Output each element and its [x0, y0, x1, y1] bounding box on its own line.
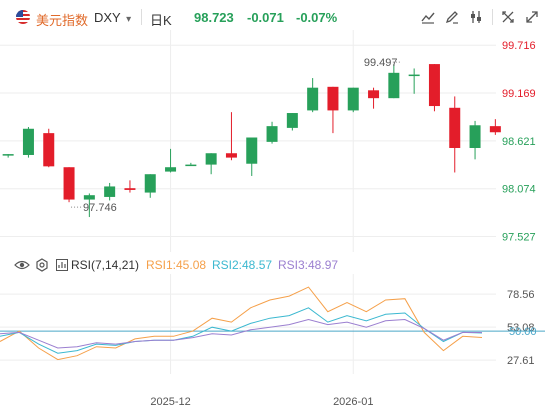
rsi3-value: RSI3:48.97 [278, 258, 339, 272]
y-tick-label: 98.621 [502, 136, 536, 148]
rsi1-value: RSI1:45.08 [146, 258, 207, 272]
candle[interactable] [428, 64, 440, 112]
candle[interactable] [368, 87, 380, 109]
candle-body [185, 164, 197, 167]
collapse-arrows-icon[interactable] [500, 9, 516, 25]
candle[interactable] [307, 78, 319, 113]
candle-body [2, 154, 14, 156]
eye-icon[interactable] [14, 258, 30, 272]
candle-body [124, 188, 136, 190]
min-price-label: 97.746 [83, 202, 117, 214]
chart-header: 美元指数 DXY ▾ 日K 98.723 -0.071 -0.07% [0, 0, 545, 34]
candle[interactable] [104, 182, 116, 201]
toolbar-divider [492, 9, 493, 25]
candle[interactable] [165, 148, 177, 173]
candle-body [165, 167, 177, 172]
rsi-series-rsi1 [0, 286, 483, 361]
candle[interactable] [327, 86, 339, 134]
symbol-dropdown[interactable]: DXY ▾ [94, 10, 131, 25]
candle[interactable] [83, 193, 95, 218]
candle[interactable] [246, 137, 258, 176]
us-flag-icon [16, 10, 30, 24]
candle[interactable] [144, 174, 156, 198]
candle[interactable] [225, 112, 237, 161]
price-change: -0.071 [247, 10, 284, 25]
rsi-series-rsi2 [0, 307, 483, 354]
candle[interactable] [286, 113, 298, 131]
chevron-down-icon: ▾ [126, 14, 132, 25]
candle-body [449, 107, 461, 148]
price-change-percent: -0.07% [296, 10, 338, 25]
x-tick-label: 2026-01 [333, 396, 373, 408]
period-selector[interactable]: 日K [150, 13, 172, 28]
rsi-indicator-name[interactable]: RSI(7,14,21) [71, 258, 140, 272]
candle[interactable] [63, 167, 75, 203]
rsi-reference-label: 50.00 [509, 326, 537, 338]
candle-body [205, 153, 217, 165]
index-name[interactable]: 美元指数 [36, 13, 89, 28]
candle[interactable] [408, 68, 420, 94]
last-price: 98.723 [194, 10, 234, 25]
candle[interactable] [266, 121, 278, 144]
expand-arrows-icon[interactable] [524, 9, 540, 25]
candle[interactable] [449, 96, 461, 173]
rsi-series-rsi3 [0, 318, 483, 349]
x-tick-label: 2025-12 [150, 396, 190, 408]
candle[interactable] [469, 120, 481, 160]
candle[interactable] [185, 162, 197, 167]
candle-body [489, 126, 501, 133]
candle-body [388, 72, 400, 99]
line-tool-icon[interactable] [420, 9, 436, 25]
indicator-box-icon[interactable] [56, 259, 68, 271]
candle[interactable] [388, 64, 400, 99]
candle-body [144, 174, 156, 193]
y-tick-label: 99.716 [502, 40, 536, 52]
candle-body [246, 137, 258, 164]
candle-body [327, 86, 339, 111]
settings-gear-icon[interactable] [35, 258, 49, 272]
y-tick-label: 97.527 [502, 232, 536, 244]
candle-body [43, 133, 55, 167]
rsi-y-tick-label: 78.56 [507, 289, 535, 301]
candle-body [63, 167, 75, 200]
candle[interactable] [205, 153, 217, 175]
candle-body [22, 128, 34, 155]
max-price-label: 99.497 [364, 57, 398, 69]
y-tick-label: 98.074 [502, 184, 536, 196]
candle-body [368, 90, 380, 99]
symbol-label: DXY [94, 10, 121, 25]
rsi-header: RSI(7,14,21) RSI1:45.08 RSI2:48.57 RSI3:… [0, 256, 545, 274]
candle-body [347, 87, 359, 111]
settings-sliders-icon[interactable] [468, 9, 484, 25]
candle[interactable] [124, 180, 136, 193]
candlestick-chart[interactable]: 99.716 99.169 98.621 98.074 97.527 99.497 97.7… [0, 30, 545, 255]
candle-body [428, 64, 440, 107]
candle-body [83, 195, 95, 200]
candle-body [286, 113, 298, 128]
y-tick-label: 99.169 [502, 88, 536, 100]
candle-body [104, 186, 116, 197]
rsi-y-tick-label: 27.61 [507, 355, 535, 367]
candle-body [225, 153, 237, 158]
candle[interactable] [2, 154, 14, 158]
rsi2-value: RSI2:48.57 [212, 258, 273, 272]
candle[interactable] [489, 119, 501, 135]
candle-body [266, 126, 278, 142]
candle[interactable] [22, 127, 34, 158]
edit-pen-icon[interactable] [444, 9, 460, 25]
candle-body [469, 125, 481, 148]
header-divider [141, 9, 142, 25]
candle-body [307, 87, 319, 111]
candle[interactable] [43, 128, 55, 168]
candle[interactable] [347, 87, 359, 113]
candle-body [408, 74, 420, 77]
